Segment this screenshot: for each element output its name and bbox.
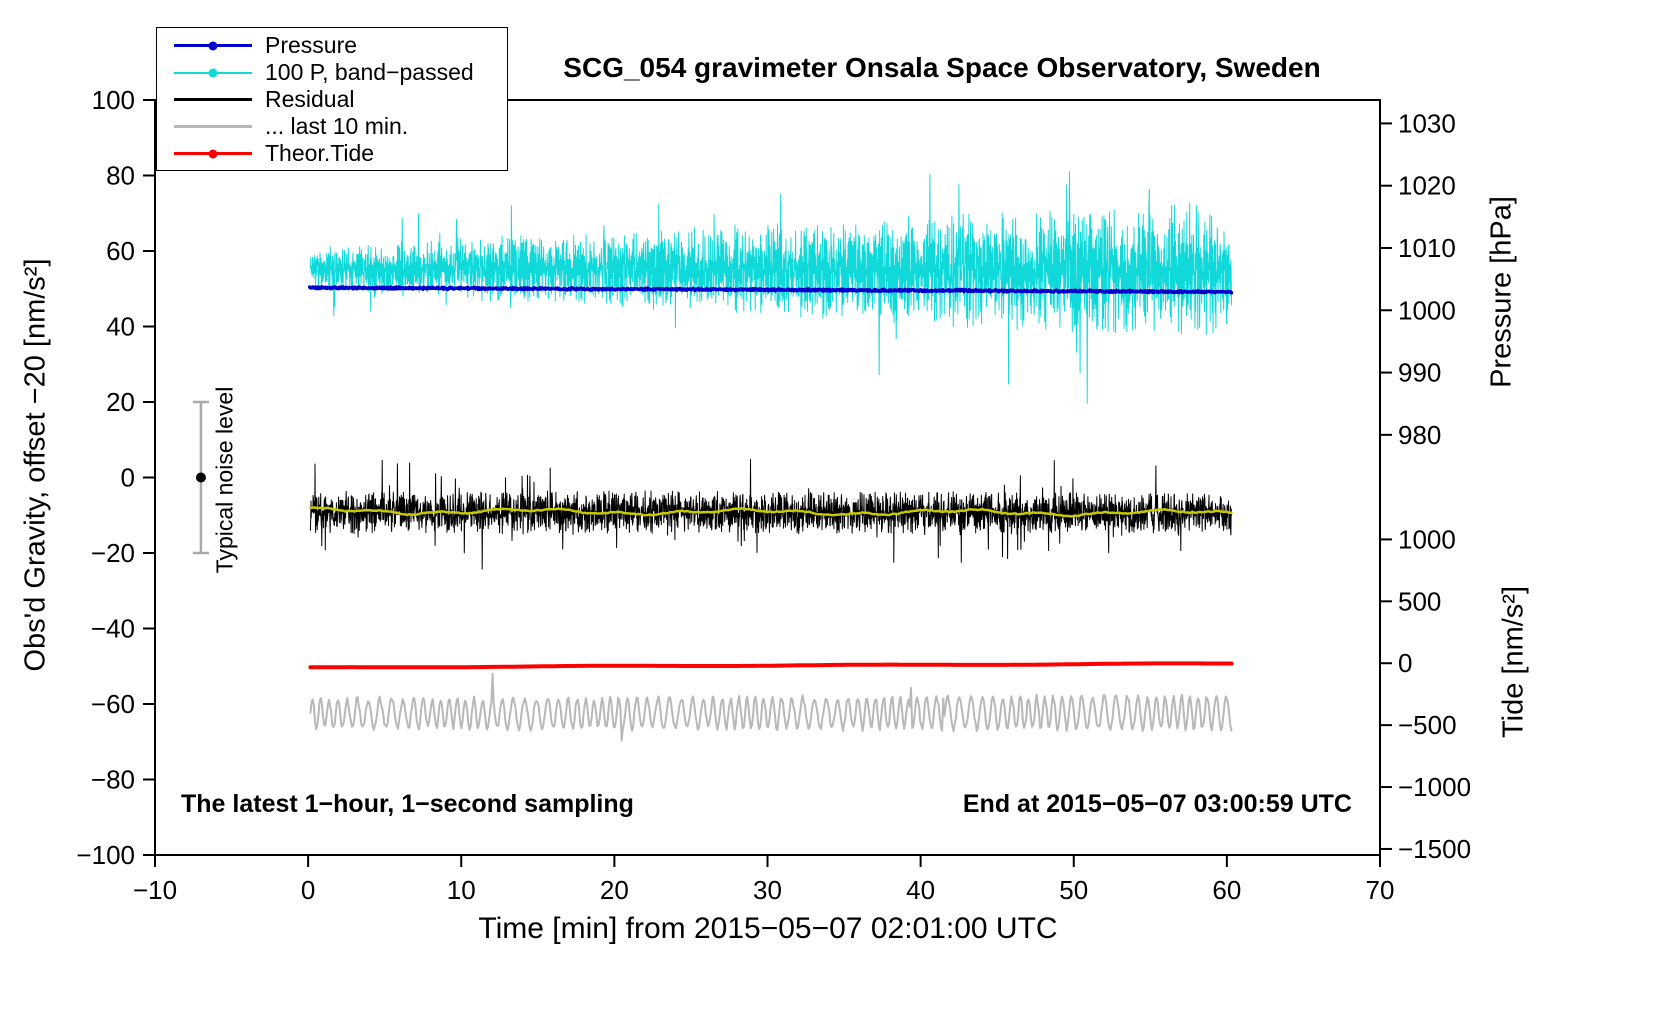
svg-text:1030: 1030 xyxy=(1398,108,1456,138)
svg-text:1000: 1000 xyxy=(1398,295,1456,325)
svg-text:20: 20 xyxy=(600,875,629,905)
svg-text:980: 980 xyxy=(1398,420,1441,450)
pressure-axis-ticks: 1030 1020 1010 1000 990 980 xyxy=(1380,108,1456,450)
legend-item: 100 P, band−passed xyxy=(157,59,507,86)
legend-line-sample xyxy=(174,98,252,101)
legend-item-label: Residual xyxy=(265,86,355,112)
x-axis-label: Time [min] from 2015−05−07 02:01:00 UTC xyxy=(478,912,1058,945)
svg-text:10: 10 xyxy=(447,875,476,905)
legend-line-sample xyxy=(174,149,252,158)
svg-text:60: 60 xyxy=(1212,875,1241,905)
series-group xyxy=(307,171,1234,742)
noise-level-label: Typical noise level xyxy=(211,386,238,574)
svg-text:−100: −100 xyxy=(76,840,135,870)
series-100-p-band-passed xyxy=(309,171,1232,404)
svg-text:20: 20 xyxy=(106,387,135,417)
svg-text:−40: −40 xyxy=(91,614,135,644)
sampling-note: The latest 1−hour, 1−second sampling xyxy=(181,790,634,818)
svg-text:100: 100 xyxy=(92,85,135,115)
legend: Pressure 100 P, band−passed Residual ...… xyxy=(156,27,508,171)
chart-title: SCG_054 gravimeter Onsala Space Observat… xyxy=(563,52,1321,83)
legend-marker-dot xyxy=(208,41,218,50)
gravity-axis-label: Obs'd Gravity, offset −20 [nm/s²] xyxy=(19,258,52,672)
series-pressure xyxy=(307,285,1234,295)
svg-text:−10: −10 xyxy=(133,875,177,905)
legend-item-label: 100 P, band−passed xyxy=(265,59,474,85)
legend-item: ... last 10 min. xyxy=(157,113,507,140)
svg-text:990: 990 xyxy=(1398,358,1441,388)
legend-line-sample xyxy=(174,125,252,128)
svg-text:−1500: −1500 xyxy=(1398,834,1471,864)
svg-text:40: 40 xyxy=(106,312,135,342)
svg-text:0: 0 xyxy=(301,875,315,905)
legend-marker-dot xyxy=(208,149,218,158)
tide-axis-ticks: 1000 500 0 −500 −1000 −1500 xyxy=(1380,524,1471,864)
legend-line-sample xyxy=(174,68,252,77)
svg-text:1020: 1020 xyxy=(1398,171,1456,201)
svg-text:50: 50 xyxy=(1059,875,1088,905)
legend-item: Theor.Tide xyxy=(157,140,507,167)
svg-text:500: 500 xyxy=(1398,586,1441,616)
tide-axis-label: Tide [nm/s²] xyxy=(1497,585,1530,739)
svg-text:−60: −60 xyxy=(91,689,135,719)
end-time-note: End at 2015−05−07 03:00:59 UTC xyxy=(962,790,1352,818)
svg-text:1010: 1010 xyxy=(1398,233,1456,263)
svg-text:−1000: −1000 xyxy=(1398,772,1471,802)
svg-text:−500: −500 xyxy=(1398,710,1457,740)
legend-line-sample xyxy=(174,41,252,50)
series-last-10-min xyxy=(309,672,1233,742)
svg-text:40: 40 xyxy=(906,875,935,905)
svg-text:0: 0 xyxy=(121,463,135,493)
series-theor-tide xyxy=(308,661,1234,670)
legend-item-label: Pressure xyxy=(265,32,358,58)
svg-text:1000: 1000 xyxy=(1398,524,1456,554)
legend-marker-dot xyxy=(208,68,218,77)
pressure-axis-label: Pressure [hPa] xyxy=(1485,196,1518,388)
svg-text:30: 30 xyxy=(753,875,782,905)
svg-text:60: 60 xyxy=(106,236,135,266)
series-residual xyxy=(309,459,1232,570)
legend-item: Pressure xyxy=(157,32,507,59)
x-axis-ticks: −10 0 10 20 30 40 50 60 70 xyxy=(133,855,1395,905)
noise-level-bar xyxy=(192,400,209,555)
svg-text:0: 0 xyxy=(1398,648,1412,678)
svg-text:70: 70 xyxy=(1366,875,1395,905)
series-residual-smoothed xyxy=(309,506,1233,518)
svg-text:−80: −80 xyxy=(91,765,135,795)
legend-item: Residual xyxy=(157,86,507,113)
legend-item-label: Theor.Tide xyxy=(265,140,375,166)
svg-text:−20: −20 xyxy=(91,538,135,568)
legend-item-label: ... last 10 min. xyxy=(265,113,409,139)
gravity-axis-ticks: −100 −80 −60 −40 −20 0 20 40 60 80 100 xyxy=(76,85,155,870)
svg-text:80: 80 xyxy=(106,161,135,191)
